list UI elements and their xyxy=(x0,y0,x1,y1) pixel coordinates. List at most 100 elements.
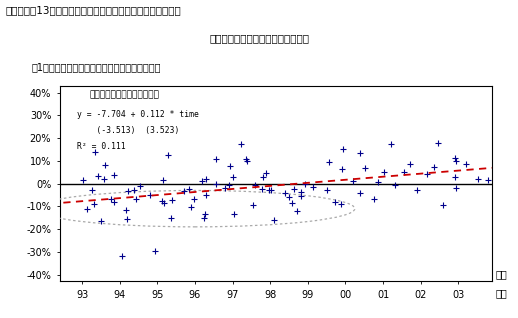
Point xyxy=(452,185,461,190)
Point xyxy=(167,215,176,220)
Point xyxy=(123,188,132,193)
Point xyxy=(83,206,91,211)
Point xyxy=(202,192,210,197)
Point xyxy=(323,187,332,192)
Point xyxy=(380,169,388,174)
Point xyxy=(387,142,395,147)
Point xyxy=(413,187,421,192)
Point xyxy=(262,171,270,176)
Point xyxy=(132,197,140,202)
Point xyxy=(399,170,408,175)
Point xyxy=(349,179,357,184)
Point xyxy=(331,199,339,204)
Point xyxy=(101,162,109,168)
Point xyxy=(356,191,364,196)
Point xyxy=(237,141,245,146)
Point xyxy=(160,201,168,206)
Point xyxy=(451,175,459,180)
Point xyxy=(130,188,138,193)
Point xyxy=(484,177,492,182)
Point xyxy=(452,158,460,163)
Point xyxy=(243,159,251,164)
Point xyxy=(337,202,345,207)
Point xyxy=(462,162,470,167)
Point xyxy=(373,180,382,185)
Point xyxy=(94,173,102,178)
Point xyxy=(229,175,237,180)
Point xyxy=(79,178,87,183)
Point xyxy=(187,204,195,209)
Point xyxy=(202,176,210,182)
Point xyxy=(221,185,229,190)
Text: y = -7.704 + 0.112 * time: y = -7.704 + 0.112 * time xyxy=(77,110,199,119)
Text: （1）合併発表月と翔月の相対リターンの平均値: （1）合併発表月と翔月の相対リターンの平均値 xyxy=(31,62,161,72)
Point xyxy=(474,176,482,181)
Point xyxy=(391,183,399,188)
Point xyxy=(281,190,289,195)
Point xyxy=(90,201,98,206)
Point xyxy=(287,200,296,205)
Point xyxy=(88,187,96,192)
Point xyxy=(97,218,105,224)
Point xyxy=(202,211,210,217)
Point xyxy=(338,167,346,172)
Point xyxy=(356,150,364,155)
Point xyxy=(110,200,119,205)
Point xyxy=(297,189,305,194)
Point xyxy=(242,157,250,162)
Point xyxy=(429,164,438,169)
Point xyxy=(226,163,234,169)
Point xyxy=(439,203,447,208)
Point xyxy=(91,149,99,155)
Point xyxy=(258,186,267,191)
Point xyxy=(198,178,206,183)
Point xyxy=(339,147,348,152)
Point xyxy=(157,198,166,203)
Point xyxy=(265,187,273,192)
Point xyxy=(290,187,298,192)
Point xyxy=(199,215,208,220)
Text: 月）: 月） xyxy=(495,288,507,298)
Point xyxy=(406,162,414,167)
Text: R² = 0.111: R² = 0.111 xyxy=(77,142,126,151)
Text: 第２－３－13図　合併の株式市場へのアナウンスメント効果: 第２－３－13図 合併の株式市場へのアナウンスメント効果 xyxy=(5,5,181,15)
Point xyxy=(325,160,333,165)
Point xyxy=(212,181,220,186)
Point xyxy=(300,182,309,187)
Point xyxy=(361,166,369,171)
Point xyxy=(167,198,176,203)
Point xyxy=(225,183,233,188)
Point xyxy=(434,141,442,146)
Text: (-3.513)  (3.523): (-3.513) (3.523) xyxy=(77,126,179,135)
Point xyxy=(121,208,130,213)
Point xyxy=(164,152,172,157)
Point xyxy=(270,218,279,223)
Point xyxy=(451,156,459,161)
Point xyxy=(251,183,259,188)
Point xyxy=(122,217,131,222)
Point xyxy=(249,203,257,208)
Point xyxy=(369,196,378,201)
Point xyxy=(309,184,318,190)
Point xyxy=(180,189,188,194)
Text: アナウンスメント効果は次第に上昇: アナウンスメント効果は次第に上昇 xyxy=(209,33,309,43)
Point xyxy=(151,248,159,253)
Point xyxy=(136,184,144,189)
Point xyxy=(100,176,108,182)
Text: （年: （年 xyxy=(495,269,507,279)
Point xyxy=(285,195,293,200)
Point xyxy=(107,197,116,202)
Point xyxy=(423,171,431,176)
Point xyxy=(296,193,305,198)
Point xyxy=(190,197,198,202)
Point xyxy=(185,186,194,191)
Point xyxy=(160,177,168,182)
Point xyxy=(110,172,118,177)
Point xyxy=(118,253,126,258)
Text: サンプル数　上場作業９２社: サンプル数 上場作業９２社 xyxy=(90,91,160,100)
Point xyxy=(259,175,267,180)
Point xyxy=(212,156,220,161)
Point xyxy=(293,209,301,214)
Point xyxy=(267,187,275,192)
Point xyxy=(229,211,238,216)
